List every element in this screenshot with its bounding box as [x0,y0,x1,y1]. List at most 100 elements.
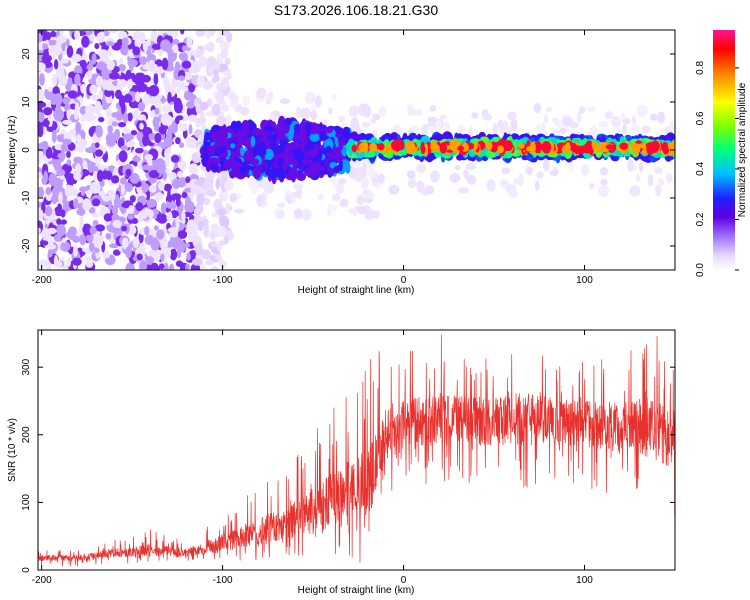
spectrogram-cell [164,158,170,167]
spectrogram-cell [107,124,113,134]
spectrogram-cell [61,237,67,243]
spectrogram-cell [154,132,162,144]
spectrogram-cell [53,93,63,106]
spectrogram-cell [215,75,220,82]
spectrogram-cell [314,143,319,156]
colorbar-tick-label: 0.8 [695,61,706,75]
spectrogram-cell [158,263,165,270]
snr-y-tick-label: 0 [21,567,32,573]
spectrogram-cell [465,163,477,170]
spectrogram-cell [75,121,81,133]
spectrogram-cell [439,114,447,120]
snr-series-line [38,334,675,567]
spectrogram-cells [38,30,675,270]
spectrogram-cell [543,114,549,123]
spectrogram-cell [122,127,131,135]
spectrogram-cell [598,184,609,198]
spectrogram-cell [113,197,122,209]
spectrogram-cell [38,62,46,72]
spectrogram-cell [267,127,275,133]
spectrogram-cell [196,50,201,58]
spectrogram-cell [361,121,371,128]
spectrogram-cell [339,198,349,207]
spectrogram-cell [226,31,233,43]
spectrogram-cell [66,173,76,186]
spectrogram-cell [120,177,127,185]
spectrogram-cell [315,95,322,108]
spectrogram-cell [217,225,227,238]
spectrogram-cell [50,195,58,202]
colorbar-tick-label: 0.0 [695,263,706,277]
spectrogram-cell [160,253,165,262]
spectrogram-cell [316,148,326,155]
colorbar: 0.0 0.2 0.4 0.6 0.8 Normalized spectral ampl… [695,30,748,277]
spectrogram-cell [210,240,218,248]
spectrogram-cell [338,116,346,122]
colorbar-tick-label: 0.6 [695,111,706,125]
spectrogram-cell [210,266,219,270]
spectrogram-cell [259,134,267,143]
spectrogram-cell [160,202,167,215]
spectrogram-cell [92,198,101,207]
spectrogram-cell [188,124,193,135]
spectrogram-cell [526,166,533,175]
spectrogram-cell [129,173,140,184]
spectrogram-cell [215,37,223,44]
spectrogram-cell [186,36,193,48]
spectrogram-cell [293,158,298,167]
spectrogram-cell [224,180,234,191]
spectrogram-cell [391,139,402,151]
colorbar-label: Normalized spectral amplitude [737,82,748,217]
spectrogram-cell [501,120,509,132]
spectrogram-cell [619,142,629,150]
spectrogram-cell [139,56,148,65]
spectrogram-cell [657,111,665,124]
spectrogram-cell [277,157,284,168]
spectrogram-cell [299,123,307,133]
spectrogram-cell [225,114,232,124]
spectrogram-cell [256,194,264,207]
spectrogram-cell [96,32,106,43]
spectrogram-cell [161,57,169,71]
spectrogram-cell [38,111,45,124]
spectrogram-cell [73,198,79,210]
spectrogram-cell [167,227,179,233]
spectrogram-cell [181,52,188,64]
spectrogram-cell [242,165,254,171]
spectrogram-cell [148,84,160,97]
spectrogram-cell [605,144,615,150]
spectrogram-cell [210,232,215,240]
spectrogram-cell [310,105,319,112]
spectrogram-cell [40,140,49,151]
spectrogram-cell [647,173,654,187]
spectrogram-cell [357,205,367,215]
spectrogram-cell [294,208,303,219]
spectrogram-cell [46,227,57,235]
spectrogram-cell [95,142,100,149]
spectrogram-cell [53,254,59,268]
spectrogram-cell [170,193,182,200]
snr-x-tick-label: 100 [576,575,593,586]
spectrogram-cell [309,133,320,142]
spectrogram-cell [645,142,656,149]
spectrogram-cell [202,249,211,260]
spectrogram-cell [345,161,351,174]
spectrogram-cell [430,170,440,183]
spectrogram-cell [364,208,375,221]
spectrogram-cell [242,95,250,106]
spectrogram-cell [148,133,155,140]
spectrogram-cell [411,126,420,132]
spectrogram-cell [57,152,66,159]
spectrogram-cell [108,30,119,34]
spectrogram-cell [166,30,175,36]
spectrogram-cell [194,242,204,256]
spectrogram-cell [196,75,205,88]
spectrogram-cell [80,189,86,197]
snr-y-tick-label: 300 [21,358,32,375]
spectrogram-cell [309,160,317,172]
spectrogram-cell [234,208,244,214]
spectrogram-x-tick-label: 100 [576,275,593,286]
spectrogram-cell [370,117,377,124]
spectrogram-cell [148,59,156,73]
spectrogram-cell [52,86,60,96]
